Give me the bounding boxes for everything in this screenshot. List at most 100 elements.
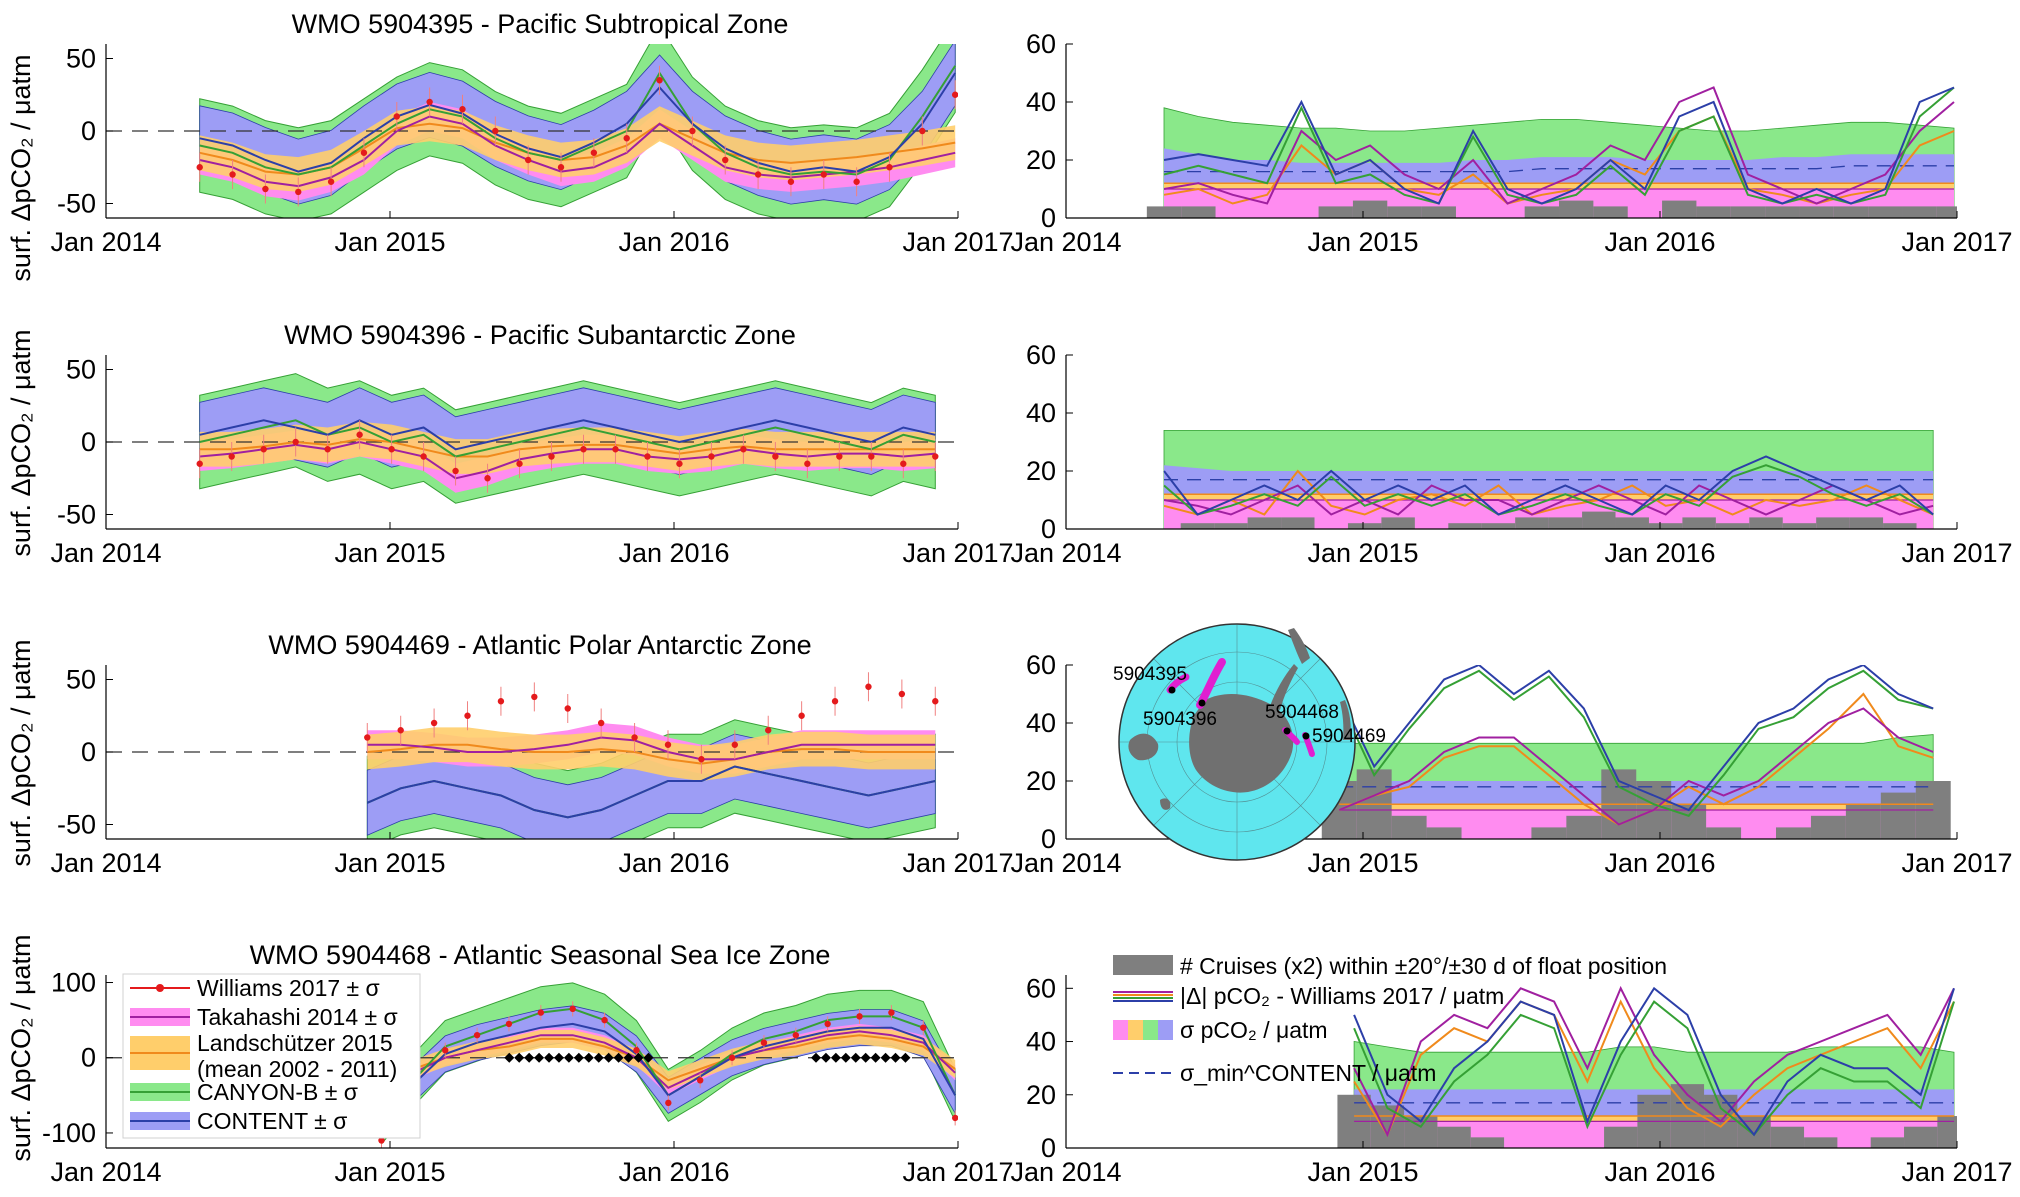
williams-point	[765, 727, 772, 734]
y-tick-label: 20	[1026, 766, 1056, 796]
sea-ice-marker	[553, 1052, 564, 1063]
cruise-bar	[1936, 206, 1957, 218]
title-panel-5: WMO 5904469 - Atlantic Polar Antarctic Z…	[268, 630, 811, 660]
y-tick-label: -50	[57, 189, 96, 219]
williams-point	[360, 149, 368, 156]
cruise-bar	[1515, 517, 1549, 529]
map-australia	[1128, 733, 1159, 761]
plot-area-7	[106, 982, 958, 1148]
legend-content-label: CONTENT ± σ	[197, 1108, 347, 1134]
williams-point	[665, 1099, 672, 1107]
plot-area-2	[1146, 86, 1957, 218]
map-point-5904469	[1302, 732, 1310, 740]
y-tick-label: 50	[66, 665, 96, 695]
x-tick-label: Jan 2016	[618, 227, 729, 257]
legend-left: Williams 2017 ± σ Takahashi 2014 ± σ Lan…	[122, 973, 421, 1139]
legend-right: # Cruises (x2) within ±20°/±30 d of floa…	[1113, 953, 1667, 1086]
sea-ice-marker	[900, 1052, 911, 1063]
cruise-bar	[1730, 206, 1766, 218]
ylabel-row-3: surf. ΔpCO₂ / μatm	[6, 639, 36, 866]
williams-point	[378, 1137, 385, 1144]
y-tick-label: 40	[1026, 87, 1056, 117]
sea-ice-marker	[583, 1052, 594, 1063]
delta-canyon-line	[1163, 464, 1934, 516]
delta-content-line	[1163, 455, 1934, 516]
cruise-bar	[1682, 517, 1716, 529]
x-tick-label: Jan 2014	[50, 848, 161, 878]
cruise-bar	[1181, 206, 1216, 218]
williams-point	[888, 1009, 895, 1016]
plot-area-8	[1337, 985, 1957, 1148]
cruise-bar	[1582, 511, 1616, 529]
legend-sigma-min-label: σ_min^CONTENT / μatm	[1180, 1060, 1436, 1086]
williams-point	[492, 127, 499, 135]
cruise-bar	[1566, 815, 1602, 839]
cruise-bar	[1593, 206, 1628, 218]
plot-area-5	[106, 672, 958, 839]
y-tick-label: 0	[81, 116, 96, 146]
williams-point	[731, 741, 739, 748]
williams-point	[228, 453, 235, 460]
plot-area-1	[106, 44, 958, 218]
williams-point	[397, 727, 404, 734]
williams-point	[484, 475, 491, 482]
williams-point	[696, 1077, 704, 1084]
x-tick-label: Jan 2014	[1010, 848, 1121, 878]
sea-ice-marker	[593, 1052, 604, 1063]
williams-point	[820, 171, 827, 178]
williams-point	[557, 164, 565, 171]
legend-sigma-patch-2	[1128, 1020, 1143, 1040]
williams-point	[740, 446, 747, 453]
x-tick-label: Jan 2015	[334, 538, 445, 568]
williams-point	[327, 178, 335, 185]
cruise-bar	[1531, 827, 1567, 839]
williams-point	[497, 698, 505, 705]
williams-point	[196, 164, 203, 171]
williams-point	[393, 113, 400, 120]
x-tick-label: Jan 2015	[1307, 848, 1418, 878]
y-tick-label: -100	[42, 1118, 96, 1148]
cruise-bar	[1799, 206, 1834, 218]
williams-point	[760, 1039, 768, 1046]
delta-landschutzer-line	[1353, 999, 1955, 1137]
takahashi-line	[380, 1030, 956, 1104]
williams-point	[292, 438, 299, 446]
y-tick-label: 40	[1026, 398, 1056, 428]
x-tick-label: Jan 2014	[1010, 1157, 1121, 1187]
legend-sigma-patch-3	[1143, 1020, 1158, 1040]
legend-landschutzer-label-1: Landschützer 2015	[197, 1030, 393, 1056]
canyon-line	[199, 419, 936, 458]
cruise-bar	[1810, 815, 1846, 839]
delta-landschutzer-line	[1163, 469, 1934, 516]
williams-point	[569, 1005, 576, 1013]
williams-point	[260, 446, 267, 453]
cruise-bar	[1318, 206, 1353, 218]
map-label-5904396: 5904396	[1143, 709, 1217, 730]
y-tick-label: 60	[1026, 650, 1056, 680]
williams-point	[865, 683, 872, 690]
williams-point	[787, 178, 795, 185]
inset-map: 5904395 5904396 5904468 5904469	[1113, 623, 1386, 861]
delta-canyon-line	[1338, 669, 1934, 817]
x-tick-label: Jan 2014	[1010, 538, 1121, 568]
sea-ice-marker	[534, 1052, 545, 1063]
legend-landschutzer-label-2: (mean 2002 - 2011)	[197, 1056, 397, 1082]
williams-point	[580, 446, 587, 453]
title-panel-7: WMO 5904468 - Atlantic Seasonal Sea Ice …	[250, 940, 831, 970]
cruise-bar	[1776, 827, 1811, 839]
sea-ice-marker	[643, 1052, 654, 1063]
sea-ice-marker	[830, 1052, 841, 1063]
takahashi-line	[199, 440, 936, 480]
x-tick-label: Jan 2015	[1307, 227, 1418, 257]
panel-1: 50 0 -50 Jan 2014 Jan 2015 Jan 2016 Jan 2017	[50, 44, 1013, 258]
cruise-bar	[1470, 1137, 1505, 1148]
williams-point	[728, 1054, 736, 1061]
x-tick-label: Jan 2014	[50, 538, 161, 568]
delta-content-line	[1353, 986, 1955, 1137]
sea-ice-marker	[890, 1052, 901, 1063]
x-tick-label: Jan 2017	[1901, 1157, 2012, 1187]
delta-takahashi-line	[1338, 707, 1934, 826]
